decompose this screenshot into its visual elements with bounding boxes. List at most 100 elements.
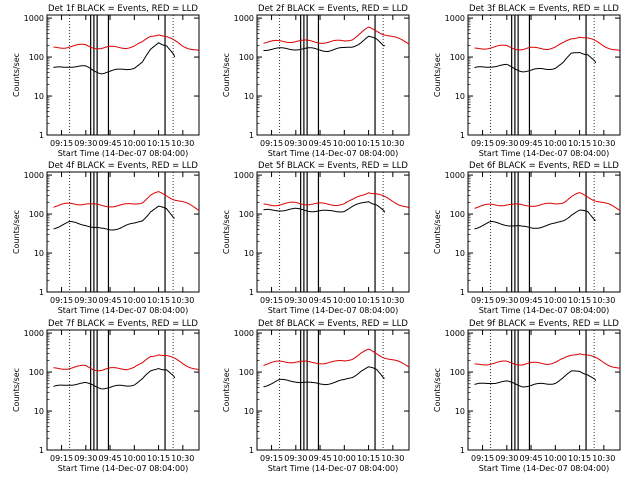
x-tick-label: 10:00 [544, 296, 567, 305]
x-tick-label: 09:45 [309, 139, 332, 148]
x-tick-label: 10:00 [333, 296, 356, 305]
x-tick-label: 09:45 [99, 296, 122, 305]
chart-panel-2: Det 2f BLACK = Events, RED = LLD 1 10 100 10… [222, 4, 410, 158]
y-tick-label: 10 [455, 249, 465, 258]
chart-panel-8: Det 8f BLACK = Events, RED = LLD 1 10 100 10… [222, 319, 410, 473]
chart-panel-6: Det 6f BLACK = Events, RED = LLD 1 10 100 10… [433, 161, 621, 315]
y-tick-label: 100 [450, 53, 465, 62]
x-tick-label: 09:45 [520, 454, 543, 463]
y-axis-label: Counts/sec [222, 368, 231, 412]
x-tick-label: 10:15 [357, 139, 380, 148]
plot-frame [467, 171, 621, 293]
x-axis-label: Start Time (14-Dec-07 08:04:00) [58, 464, 189, 473]
series-line-events [53, 205, 175, 231]
y-tick-label: 10 [455, 407, 465, 416]
plot-frame [46, 14, 200, 136]
x-tick-label: 09:15 [260, 296, 283, 305]
x-tick-label: 09:15 [471, 454, 494, 463]
y-tick-label: 100 [450, 368, 465, 377]
series-line-lld [53, 354, 200, 372]
y-tick-label: 100 [29, 53, 44, 62]
x-axis-label: Start Time (14-Dec-07 08:04:00) [268, 306, 399, 315]
series-line-lld [53, 34, 200, 52]
y-axis-label: Counts/sec [12, 368, 21, 412]
series-line-events [474, 370, 597, 388]
series-line-lld [474, 192, 621, 211]
chart-title: Det 8f BLACK = Events, RED = LLD [258, 319, 408, 329]
x-tick-label: 09:15 [50, 139, 73, 148]
plot-frame [467, 14, 621, 136]
y-tick-label: 10 [244, 249, 254, 258]
y-tick-label: 1 [39, 446, 44, 455]
x-tick-label: 10:00 [123, 296, 146, 305]
x-axis-label: Start Time (14-Dec-07 08:04:00) [479, 464, 610, 473]
series-line-lld [263, 26, 410, 45]
chart-panel-9: Det 9f BLACK = Events, RED = LLD 1 10 100 10… [433, 319, 621, 473]
series-line-events [474, 52, 597, 73]
y-tick-label: 100 [450, 210, 465, 219]
x-tick-label: 10:00 [333, 139, 356, 148]
x-axis-label: Start Time (14-Dec-07 08:04:00) [479, 149, 610, 158]
y-axis-label: Counts/sec [433, 210, 442, 254]
y-tick-label: 10 [244, 92, 254, 101]
chart-panel-5: Det 5f BLACK = Events, RED = LLD 1 10 100 10… [222, 161, 410, 315]
y-tick-label: 1000 [24, 14, 44, 23]
y-axis-label: Counts/sec [222, 53, 231, 97]
y-tick-label: 1 [460, 446, 465, 455]
x-axis-label: Start Time (14-Dec-07 08:04:00) [58, 306, 189, 315]
y-tick-label: 100 [29, 368, 44, 377]
plot-frame [46, 171, 200, 293]
x-tick-label: 09:15 [260, 139, 283, 148]
y-tick-label: 1 [249, 131, 254, 140]
y-tick-label: 1 [39, 131, 44, 140]
y-tick-label: 10 [34, 92, 44, 101]
y-axis-label: Counts/sec [222, 210, 231, 254]
chart-panel-1: Det 1f BLACK = Events, RED = LLD 1 10 100 10… [12, 4, 200, 158]
x-tick-label: 09:15 [471, 139, 494, 148]
y-tick-label: 100 [239, 368, 254, 377]
x-tick-label: 10:30 [171, 296, 194, 305]
x-tick-label: 09:15 [471, 296, 494, 305]
chart-panel-7: Det 7f BLACK = Events, RED = LLD 1 10 100 10… [12, 319, 200, 473]
series-line-lld [263, 348, 410, 368]
x-tick-label: 09:30 [74, 139, 97, 148]
y-axis-label: Counts/sec [12, 210, 21, 254]
chart-panel-4: Det 4f BLACK = Events, RED = LLD 1 10 100 10… [12, 161, 200, 315]
y-tick-label: 10 [244, 407, 254, 416]
x-axis-label: Start Time (14-Dec-07 08:04:00) [479, 306, 610, 315]
plot-frame [256, 14, 410, 136]
series-line-lld [53, 191, 200, 211]
y-tick-label: 1000 [445, 171, 465, 180]
x-tick-label: 10:00 [544, 139, 567, 148]
chart-title: Det 4f BLACK = Events, RED = LLD [48, 161, 198, 171]
y-axis-label: Counts/sec [12, 53, 21, 97]
y-tick-label: 10 [34, 407, 44, 416]
chart-title: Det 3f BLACK = Events, RED = LLD [469, 4, 619, 14]
plot-frame [256, 329, 410, 451]
y-tick-label: 1000 [234, 171, 254, 180]
x-tick-label: 10:30 [171, 454, 194, 463]
y-tick-label: 1000 [445, 329, 465, 338]
x-tick-label: 10:00 [544, 454, 567, 463]
y-tick-label: 100 [239, 53, 254, 62]
x-tick-label: 10:15 [568, 454, 591, 463]
x-tick-label: 09:45 [520, 139, 543, 148]
y-tick-label: 1000 [24, 329, 44, 338]
y-axis-label: Counts/sec [433, 368, 442, 412]
y-tick-label: 10 [34, 249, 44, 258]
x-tick-label: 10:15 [568, 139, 591, 148]
x-tick-label: 09:30 [495, 296, 518, 305]
plot-frame [46, 329, 200, 451]
chart-title: Det 1f BLACK = Events, RED = LLD [48, 4, 198, 14]
series-line-events [53, 42, 176, 75]
y-tick-label: 1 [460, 288, 465, 297]
x-tick-label: 09:30 [284, 454, 307, 463]
y-tick-label: 1 [249, 288, 254, 297]
x-tick-label: 10:30 [592, 296, 615, 305]
series-line-lld [263, 192, 410, 209]
x-tick-label: 09:45 [309, 454, 332, 463]
x-tick-label: 09:30 [74, 454, 97, 463]
chart-title: Det 6f BLACK = Events, RED = LLD [469, 161, 619, 171]
x-tick-label: 10:30 [171, 139, 194, 148]
